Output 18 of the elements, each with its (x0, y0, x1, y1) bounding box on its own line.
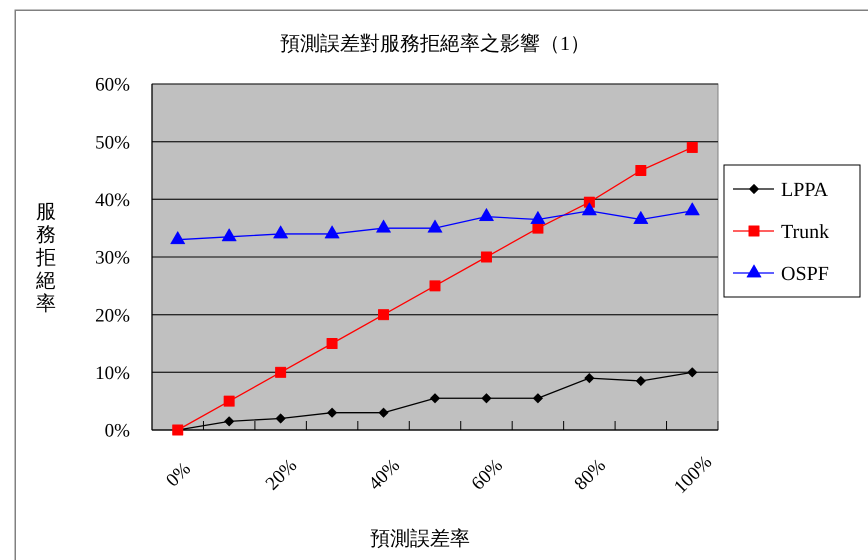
x-tick-label: 40% (364, 454, 404, 495)
legend-label: Trunk (781, 221, 830, 243)
x-axis-title: 預測誤差率 (370, 528, 470, 550)
x-tick-label: 80% (570, 454, 610, 495)
legend-label: LPPA (781, 179, 829, 201)
y-tick-label: 40% (95, 190, 130, 211)
x-tick-label: 0% (162, 458, 196, 492)
y-tick-label: 20% (95, 305, 130, 326)
x-tick-label: 20% (262, 454, 302, 495)
legend-label: OSPF (781, 263, 829, 285)
y-tick-label: 10% (95, 362, 130, 384)
y-tick-label: 30% (95, 248, 130, 269)
y-axis-title: 服務拒絕率 (35, 201, 56, 315)
x-tick-label: 60% (468, 454, 508, 495)
chart-title: 預測誤差對服務拒絕率之影響（1） (280, 33, 590, 55)
y-tick-label: 50% (95, 132, 130, 154)
y-tick-label: 60% (95, 74, 130, 96)
y-tick-label: 0% (104, 420, 130, 442)
